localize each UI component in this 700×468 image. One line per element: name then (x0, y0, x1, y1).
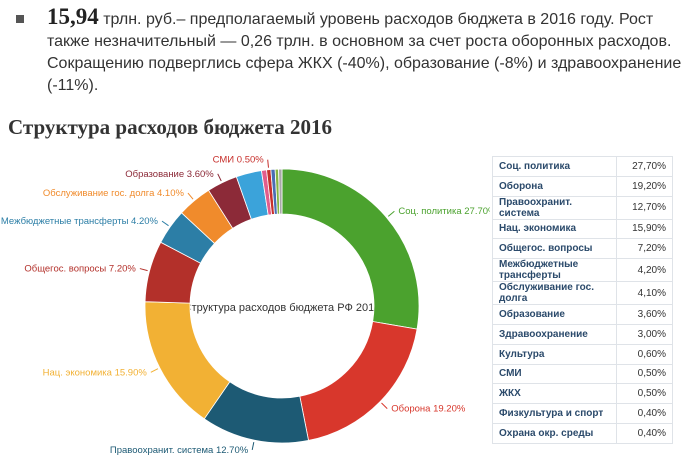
table-row: Культура 0,60% (492, 343, 673, 365)
table-row: Охрана окр. среды 0,40% (492, 422, 673, 444)
row-name: Обслуживание гос. долга (492, 281, 617, 306)
leader-line (161, 220, 169, 227)
slice-category: Соц. политика (398, 206, 462, 217)
donut-slice (278, 168, 283, 215)
slice-category: Обслуживание гос. долга (43, 188, 155, 199)
row-name: Нац. экономика (492, 218, 617, 240)
slice-label: Нац. экономика 15.90% (43, 367, 148, 378)
table-row: Правоохранит. система 12,70% (492, 195, 673, 220)
leader-line (139, 268, 148, 272)
row-name: Культура (492, 343, 617, 365)
slice-category: Нац. экономика (43, 367, 113, 378)
row-value: 0,60% (616, 343, 673, 365)
row-name: Оборона (492, 175, 617, 197)
slice-value: 4.20% (131, 216, 158, 227)
table-row: Межбюджетные трансферты 4,20% (492, 258, 673, 283)
row-value: 0,40% (616, 403, 673, 424)
slice-value: 7.20% (109, 263, 136, 274)
slice-label: Обслуживание гос. долга 4.10% (43, 188, 185, 199)
bullet-marker (16, 15, 24, 23)
row-name: Общегос. вопросы (492, 238, 617, 260)
row-name: Соц. политика (492, 156, 617, 177)
slice-value: 27.70% (464, 206, 490, 217)
slice-value: 12.70% (216, 444, 249, 455)
row-value: 27,70% (616, 156, 673, 177)
slice-category: Образование (125, 168, 184, 179)
table-row: Образование 3,60% (492, 304, 673, 325)
table-row: Соц. политика 27,70% (492, 156, 673, 177)
intro: 15,94 трлн. руб.– предполагаемый уровень… (16, 4, 684, 97)
slice-category: Оборона (391, 403, 431, 414)
heading: Структура расходов бюджета 2016 (8, 115, 333, 139)
slice-label: Образование 3.60% (125, 168, 214, 179)
slice-category: Общегос. вопросы (24, 263, 106, 274)
leader-line (217, 173, 222, 182)
row-value: 3,60% (616, 304, 673, 325)
leader-line (381, 402, 388, 409)
table-row: Здравоохранение 3,00% (492, 323, 673, 345)
slice-label: Правоохранит. система 12.70% (110, 444, 249, 455)
table: Соц. политика 27,70% Оборона 19,20% Правоохр… (492, 156, 673, 444)
leader-line (251, 442, 255, 451)
center-label: Структура расходов бюджета РФ 2016 (184, 302, 381, 314)
row-value: 7,20% (616, 238, 673, 260)
bullet-text: 15,94 трлн. руб.– предполагаемый уровень… (47, 4, 684, 97)
row-name: Правоохранит. система (492, 195, 617, 220)
row-value: 0,50% (616, 383, 673, 405)
table-row: Оборона 19,20% (492, 175, 673, 197)
bullet-body: трлн. руб.– предполагаемый уровень расхо… (47, 11, 682, 94)
slice-value: 19.20% (433, 403, 466, 414)
donut-chart: Структура расходов бюджета РФ 2016 Соц. … (1, 154, 490, 455)
row-value: 4,10% (616, 281, 673, 306)
row-value: 0,40% (616, 422, 673, 444)
table-row: Нац. экономика 15,90% (492, 218, 673, 240)
row-value: 12,70% (616, 195, 673, 220)
row-value: 3,00% (616, 323, 673, 345)
bullet-number: 15,94 (47, 4, 99, 29)
leader-line (267, 159, 269, 168)
slice-value: 0.50% (237, 154, 264, 165)
leader-line (187, 192, 194, 200)
table-row: Физкультура и спорт 0,40% (492, 403, 673, 424)
row-value: 0,50% (616, 363, 673, 385)
slice-label: Общегос. вопросы 7.20% (24, 263, 136, 274)
table-row: ЖКХ 0,50% (492, 383, 673, 405)
row-value: 19,20% (616, 175, 673, 197)
slice-category: Межбюджетные трансферты (1, 216, 129, 227)
slice-value: 3.60% (187, 168, 214, 179)
row-name: Образование (492, 304, 617, 325)
slice-category: СМИ (213, 154, 235, 165)
slice-value: 15.90% (115, 367, 148, 378)
row-name: Физкультура и спорт (492, 403, 617, 424)
row-value: 4,20% (616, 258, 673, 283)
slice-label: Соц. политика 27.70% (398, 206, 490, 217)
row-name: Межбюджетные трансферты (492, 258, 617, 283)
table-row: Обслуживание гос. долга 4,10% (492, 281, 673, 306)
table-row: СМИ 0,50% (492, 363, 673, 385)
row-name: СМИ (492, 363, 617, 385)
leader-line (150, 368, 159, 373)
slice-label: Межбюджетные трансферты 4.20% (1, 216, 159, 227)
table-row: Общегос. вопросы 7,20% (492, 238, 673, 260)
donut-slice (299, 321, 418, 441)
slice-value: 4.10% (157, 188, 184, 199)
slice-label: Оборона 19.20% (391, 403, 466, 414)
row-name: ЖКХ (492, 383, 617, 405)
row-value: 15,90% (616, 218, 673, 240)
row-name: Охрана окр. среды (492, 422, 617, 444)
slice-category: Правоохранит. система (110, 444, 214, 455)
slice-label: СМИ 0.50% (213, 154, 265, 165)
leader-line (387, 210, 395, 217)
row-name: Здравоохранение (492, 323, 617, 345)
